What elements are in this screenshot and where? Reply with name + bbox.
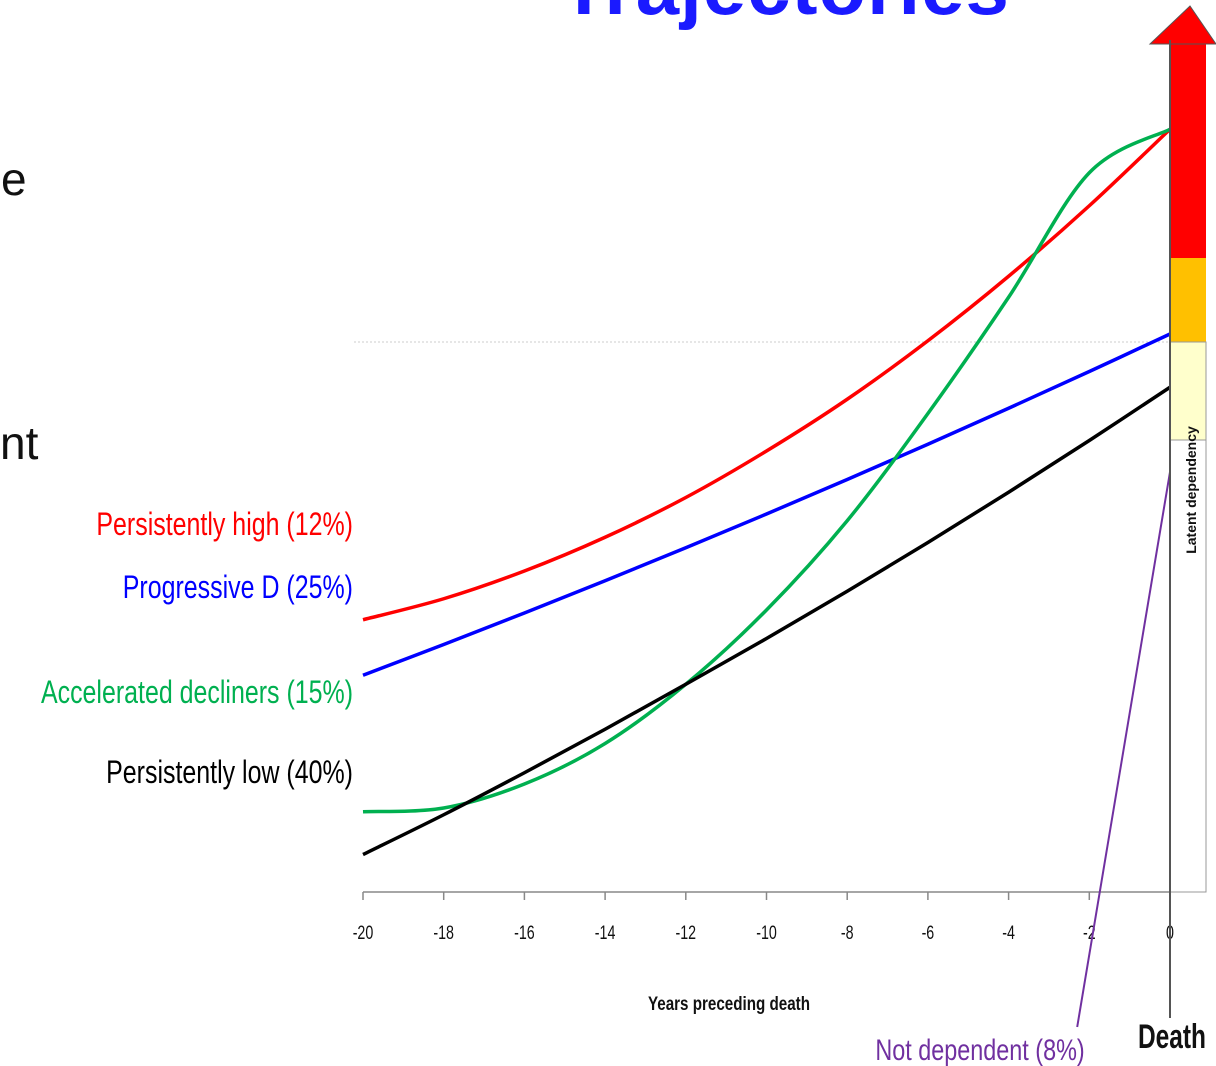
dependency-segment-latent <box>1169 341 1207 441</box>
x-tick-label: -8 <box>841 922 854 943</box>
series-persistently-high-label: Persistently high (12%) <box>96 507 353 543</box>
x-axis-tick-labels: -20-18-16-14-12-10-8-6-4-20 <box>353 922 1174 943</box>
series-persistently-high-line <box>362 127 1172 622</box>
slide-title: Trajectories <box>560 0 1010 33</box>
series-persistently-low-line <box>362 385 1171 857</box>
x-tick-label: -18 <box>433 922 454 943</box>
dependency-segment-orange <box>1170 258 1206 342</box>
series-accelerated-decliners-line <box>362 127 1171 814</box>
series-lines <box>362 127 1172 1028</box>
x-tick-label: -4 <box>1002 922 1015 943</box>
death-label: Death <box>1138 1018 1206 1056</box>
dependency-segment-red <box>1170 40 1206 258</box>
series-not-dependent-line <box>1076 471 1171 1028</box>
x-axis-title: Years preceding death <box>648 992 810 1014</box>
x-tick-label: -16 <box>514 922 535 943</box>
series-persistently-low-label: Persistently low (40%) <box>106 755 353 791</box>
dependency-arrow-head <box>1148 5 1216 45</box>
slide-text-fragment-1: e <box>1 153 27 205</box>
latent-dependency-label: Latent dependency <box>1183 426 1199 554</box>
series-progressive-d-line <box>362 332 1171 677</box>
x-tick-label: -10 <box>756 922 777 943</box>
x-axis-ticks <box>362 892 1171 900</box>
x-tick-label: -20 <box>353 922 374 943</box>
slide-text-fragment-2: nt <box>0 417 39 469</box>
x-tick-label: -6 <box>922 922 935 943</box>
series-accelerated-decliners-label: Accelerated decliners (15%) <box>41 675 353 711</box>
x-tick-label: -14 <box>595 922 616 943</box>
x-tick-label: -12 <box>676 922 697 943</box>
dependency-scale-bar: Latent dependency <box>1148 5 1216 893</box>
dependency-segment-none <box>1169 439 1207 893</box>
series-progressive-d-label: Progressive D (25%) <box>123 570 353 606</box>
not-dependent-label: Not dependent (8%) <box>875 1033 1084 1066</box>
series-labels: Persistently high (12%) Progressive D (25… <box>41 507 353 791</box>
